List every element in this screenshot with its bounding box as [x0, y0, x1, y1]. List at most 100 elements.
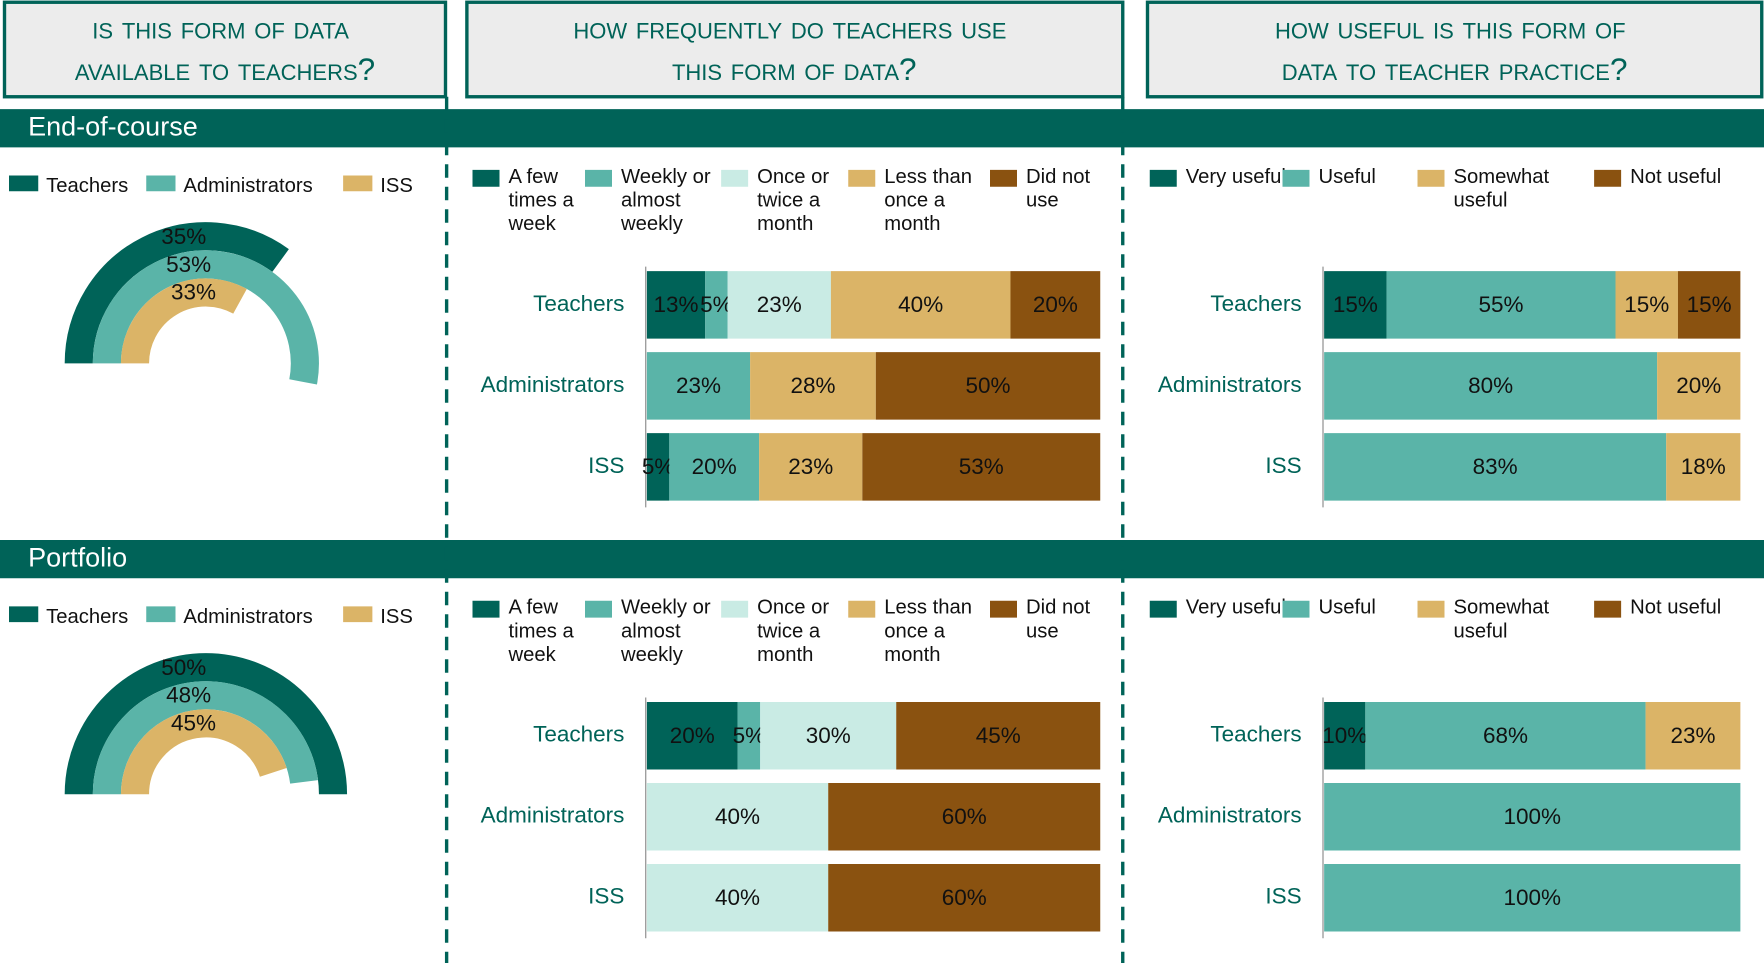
legend-swatch — [1282, 600, 1310, 618]
value-label: 100% — [1503, 885, 1561, 910]
bar-segment — [646, 433, 670, 501]
bar-segment — [646, 702, 738, 770]
value-label: 15% — [1333, 292, 1378, 317]
value-label: 28% — [790, 373, 835, 398]
value-label: 40% — [715, 804, 760, 829]
legend-swatch — [721, 600, 749, 618]
legend-label: Administrators — [183, 606, 312, 628]
bar-segment — [1677, 271, 1741, 339]
legend-swatch — [990, 169, 1017, 187]
bar-segment — [759, 433, 863, 501]
legend-swatch — [343, 606, 373, 623]
bar-segment — [646, 783, 829, 851]
section-title: End-of-course — [28, 111, 198, 141]
value-label: 23% — [757, 292, 802, 317]
header-box — [1145, 0, 1764, 99]
bar-segment — [669, 433, 760, 501]
category-label: Administrators — [481, 803, 625, 828]
legend-label: Useful — [1319, 166, 1376, 188]
legend-swatch — [9, 175, 39, 192]
legend-label: Somewhat useful — [1454, 166, 1555, 212]
legend-label: Useful — [1319, 597, 1376, 619]
bar-segment — [705, 271, 728, 339]
bar-segment — [828, 783, 1101, 851]
legend-swatch — [721, 169, 749, 187]
bar-segment — [727, 271, 831, 339]
legend-swatch — [472, 600, 500, 618]
legend-label: Not useful — [1630, 166, 1721, 188]
bar-segment — [1324, 702, 1366, 770]
legend-label: Very useful — [1186, 597, 1286, 619]
value-label: 45% — [976, 723, 1021, 748]
legend-swatch — [1282, 169, 1310, 187]
bar-segment — [737, 702, 761, 770]
bar-segment — [1324, 433, 1667, 501]
legend-swatch — [585, 600, 612, 618]
value-label: 18% — [1681, 454, 1726, 479]
value-label: 15% — [1624, 292, 1669, 317]
value-label: 60% — [942, 885, 987, 910]
bar-segment — [760, 702, 897, 770]
bar-segment — [1324, 352, 1658, 420]
bar-segment — [1324, 864, 1741, 932]
value-label: 55% — [1479, 292, 1524, 317]
legend-label: Teachers — [46, 175, 128, 197]
bar-segment — [896, 702, 1101, 770]
section-bar — [0, 109, 1764, 148]
legend-label: A few times a week — [508, 597, 580, 666]
legend-swatch — [472, 169, 500, 187]
legend-label: Weekly or almost weekly — [620, 166, 716, 235]
legend-label: Administrators — [183, 175, 312, 197]
value-label: 45% — [171, 710, 216, 735]
bar-segment — [646, 864, 829, 932]
legend-swatch — [1594, 169, 1622, 187]
bar-segment — [828, 864, 1101, 932]
ring-arc — [64, 653, 348, 795]
legend-label: Less than once a month — [884, 166, 977, 235]
bar-segment — [862, 433, 1101, 501]
section-title: Portfolio — [28, 542, 127, 572]
bar-segment — [1645, 702, 1741, 770]
legend-label: ISS — [380, 606, 413, 628]
category-label: Teachers — [533, 722, 624, 747]
ring-arc — [120, 278, 247, 364]
value-label: 15% — [1687, 292, 1732, 317]
legend-swatch — [9, 606, 39, 623]
legend-label: Once or twice a month — [757, 166, 835, 235]
legend-label: Weekly or almost weekly — [620, 597, 716, 666]
value-label: 53% — [959, 454, 1004, 479]
legend-label: Teachers — [46, 606, 128, 628]
header-title: How frequently do teachers use this form… — [573, 10, 1015, 88]
value-label: 40% — [898, 292, 943, 317]
legend-swatch — [848, 600, 876, 618]
bar-segment — [1324, 783, 1741, 851]
bar-segment — [1615, 271, 1678, 339]
bar-segment — [830, 271, 1011, 339]
value-label: 20% — [692, 454, 737, 479]
ring-arc — [92, 681, 319, 795]
value-label: 60% — [942, 804, 987, 829]
value-label: 48% — [166, 683, 211, 708]
bar-segment — [1666, 433, 1741, 501]
legend-swatch — [1417, 600, 1445, 618]
category-label: Teachers — [1210, 722, 1301, 747]
legend-label: Did not use — [1026, 166, 1096, 212]
bar-segment — [1010, 271, 1101, 339]
category-label: ISS — [1265, 453, 1301, 478]
legend-swatch — [990, 600, 1017, 618]
header-box — [465, 0, 1125, 99]
value-label: 13% — [654, 292, 699, 317]
legend-label: Once or twice a month — [757, 597, 835, 666]
header-title: How useful is this form of data to teach… — [1275, 10, 1634, 88]
legend-label: Very useful — [1186, 166, 1286, 188]
value-label: 50% — [161, 655, 206, 680]
value-label: 23% — [1670, 723, 1715, 748]
category-label: Administrators — [1158, 803, 1302, 828]
legend-swatch — [1149, 169, 1177, 187]
section-bar — [0, 540, 1764, 579]
bar-segment — [1386, 271, 1616, 339]
category-label: Teachers — [1210, 291, 1301, 316]
legend-swatch — [146, 606, 176, 623]
legend-label: Less than once a month — [884, 597, 977, 666]
